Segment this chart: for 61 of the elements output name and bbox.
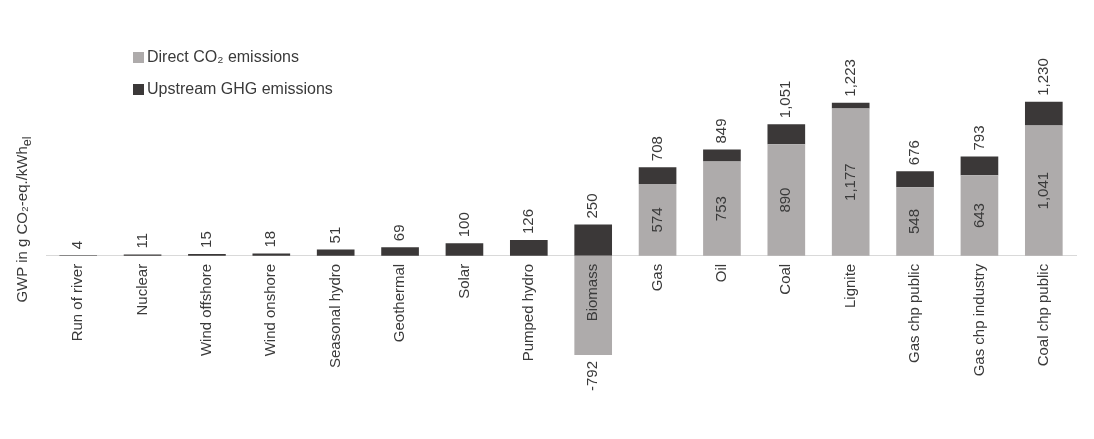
data-label: 574 — [647, 207, 665, 233]
x-tick-label: Wind offshore — [197, 263, 215, 357]
bar — [896, 171, 934, 188]
x-tick-label: Gas chp public — [905, 263, 923, 364]
legend-label: Direct CO₂ emissions — [147, 48, 300, 66]
bar — [1024, 125, 1063, 256]
bar — [960, 156, 999, 176]
data-label: 69 — [390, 224, 408, 242]
bar — [1024, 101, 1063, 126]
bar — [767, 124, 806, 145]
bar — [703, 149, 741, 162]
data-label: 643 — [969, 203, 987, 229]
total-label: 676 — [905, 140, 923, 166]
data-label: 126 — [518, 208, 536, 235]
total-label: 708 — [647, 136, 665, 162]
bar — [574, 255, 613, 355]
bar — [896, 187, 934, 256]
data-label: 890 — [776, 187, 794, 213]
data-label: 250 — [583, 193, 601, 219]
total-label: 1,051 — [776, 80, 794, 119]
bar — [767, 144, 806, 256]
data-label: -792 — [583, 360, 601, 391]
x-tick-label: Pumped hydro — [518, 263, 536, 362]
legend-label: Upstream GHG emissions — [147, 80, 333, 98]
x-tick-label: Wind onshore — [261, 263, 279, 357]
x-tick-label: Solar — [454, 263, 472, 299]
x-tick-label: Lignite — [840, 263, 858, 308]
bar — [445, 243, 484, 256]
x-tick-label: Run of river — [68, 263, 86, 342]
data-label: 11 — [132, 232, 150, 249]
bar — [960, 175, 999, 256]
x-tick-label: Gas chp industry — [969, 263, 987, 377]
data-label: 51 — [325, 226, 343, 244]
bar — [638, 183, 677, 256]
x-tick-label: Coal chp public — [1033, 263, 1051, 367]
data-label: 1,041 — [1033, 171, 1051, 210]
data-label: 15 — [197, 231, 215, 248]
data-label: 753 — [712, 196, 730, 222]
bar — [381, 247, 419, 256]
total-label: 1,223 — [840, 59, 858, 97]
x-tick-label: Gas — [647, 263, 665, 292]
x-tick-label: Coal — [776, 263, 794, 295]
bar — [509, 240, 548, 256]
total-label: 849 — [712, 118, 730, 144]
data-label: 18 — [261, 230, 279, 248]
x-tick-label: Nuclear — [132, 263, 150, 316]
data-label: 548 — [905, 208, 923, 235]
total-label: 1,230 — [1033, 58, 1051, 96]
x-tick-label: Geothermal — [390, 263, 408, 343]
x-tick-label: Oil — [712, 263, 730, 283]
data-label: 100 — [454, 212, 472, 238]
x-tick-label: Biomass — [583, 263, 601, 322]
bar — [638, 167, 677, 184]
data-label: 1,177 — [840, 163, 858, 201]
bar — [316, 249, 355, 256]
x-tick-label: Seasonal hydro — [325, 263, 343, 369]
bar — [703, 161, 741, 256]
bar — [574, 224, 613, 256]
data-label: 4 — [68, 240, 86, 250]
bar — [831, 108, 870, 256]
total-label: 793 — [969, 125, 987, 151]
